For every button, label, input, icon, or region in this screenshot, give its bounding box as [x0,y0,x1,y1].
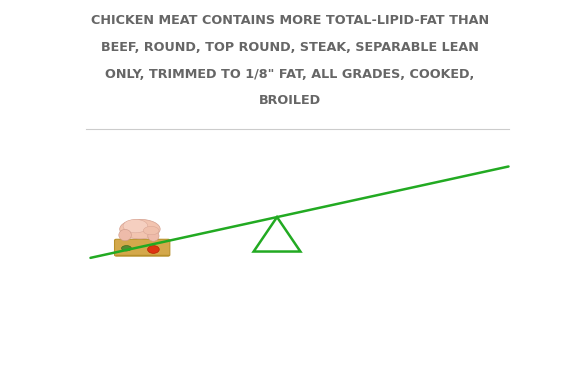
Ellipse shape [123,219,148,233]
Circle shape [147,245,160,253]
Ellipse shape [148,231,159,241]
Text: ONLY, TRIMMED TO 1/8" FAT, ALL GRADES, COOKED,: ONLY, TRIMMED TO 1/8" FAT, ALL GRADES, C… [106,68,474,81]
Text: BEEF, ROUND, TOP ROUND, STEAK, SEPARABLE LEAN: BEEF, ROUND, TOP ROUND, STEAK, SEPARABLE… [101,41,479,54]
FancyBboxPatch shape [114,239,170,256]
Ellipse shape [119,219,160,239]
Ellipse shape [143,226,159,235]
Text: BROILED: BROILED [259,94,321,107]
Text: CHICKEN MEAT CONTAINS MORE TOTAL-LIPID-FAT THAN: CHICKEN MEAT CONTAINS MORE TOTAL-LIPID-F… [91,14,489,26]
Ellipse shape [119,230,132,241]
Ellipse shape [121,245,132,251]
